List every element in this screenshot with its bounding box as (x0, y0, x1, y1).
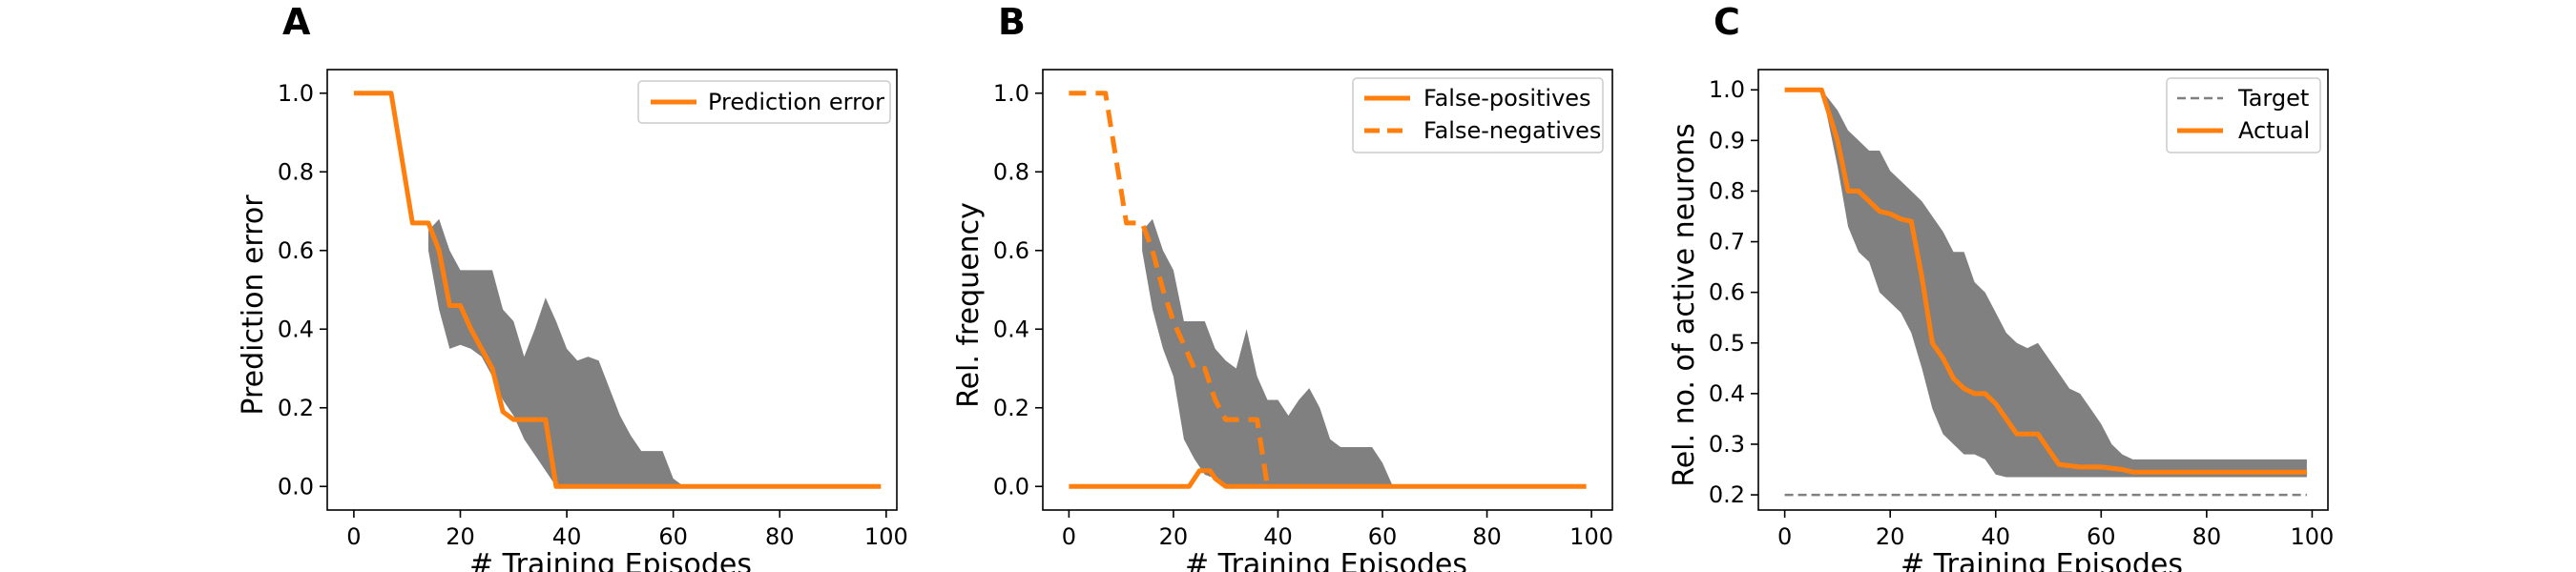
panel-b-legend-label-false-negatives: False-negatives (1423, 117, 1601, 144)
panel-a-ytick-label-0-0: 0.0 (278, 473, 314, 500)
panel-a-xtick-label-40: 40 (552, 523, 582, 550)
panel-b-ytick-label-0-6: 0.6 (993, 237, 1029, 264)
panel-a-ytick-label-1-0: 1.0 (278, 80, 314, 107)
panel-c-plot-area (1784, 87, 2307, 497)
panel-c-xtick-label-40: 40 (1981, 523, 2010, 550)
panel-b-ytick-label-0-0: 0.0 (993, 473, 1029, 500)
panel-b-xtick-label-40: 40 (1263, 523, 1293, 550)
panel-b-xtick-label-0: 0 (1062, 523, 1076, 550)
panel-c-ytick-label-0-6: 0.6 (1709, 279, 1745, 306)
panel-b-xtick-label-20: 20 (1159, 523, 1189, 550)
panel-b-plot-area (1069, 91, 1587, 489)
panel-b-xtick-label-100: 100 (1569, 523, 1613, 550)
panel-c: C Rel. no. of active neurons # Training … (1668, 1, 2334, 572)
panel-b-legend: False-positives False-negatives (1352, 77, 1604, 153)
panel-a-series-prediction-error (353, 91, 882, 489)
panel-b-ylabel: Rel. frequency (952, 202, 986, 408)
panel-a-legend: Prediction error (637, 80, 891, 124)
panel-b-frame (1042, 69, 1613, 511)
panel-a: A Prediction error # Training Episodes P… (237, 1, 908, 572)
panel-c-ytick-label-0-9: 0.9 (1709, 127, 1745, 153)
panel-a-ytick-label-0-6: 0.6 (278, 237, 314, 264)
panel-b-letter: B (998, 1, 1026, 43)
panel-b-series-false-positives (1069, 468, 1587, 489)
panel-c-xtick-label-100: 100 (2291, 523, 2335, 550)
panel-a-legend-label-prediction-error: Prediction error (708, 89, 884, 115)
panel-c-legend: Target Actual (2166, 77, 2321, 153)
panel-c-ytick-label-0-8: 0.8 (1709, 177, 1745, 204)
panel-b-xtick-label-80: 80 (1472, 523, 1502, 550)
panel-a-letter: A (282, 1, 311, 43)
panel-a-ylabel: Prediction error (237, 194, 270, 416)
panel-a-xtick-label-0: 0 (346, 523, 361, 550)
panel-b-legend-label-false-positives: False-positives (1423, 85, 1591, 112)
panel-c-legend-label-target: Target (2237, 85, 2309, 112)
panel-b-ytick-label-1-0: 1.0 (993, 80, 1029, 107)
panel-c-ytick-label-1-0: 1.0 (1709, 76, 1745, 103)
panel-a-variability-band (428, 218, 695, 487)
panel-a-xtick-label-60: 60 (658, 523, 688, 550)
panel-c-series-actual (1784, 87, 2307, 475)
panel-a-plot-area (353, 91, 882, 489)
panel-a-xtick-label-100: 100 (864, 523, 908, 550)
panel-b-ytick-label-0-8: 0.8 (993, 158, 1029, 185)
panel-b-variability-band (1142, 218, 1403, 487)
panel-c-frame (1757, 69, 2329, 511)
panel-c-legend-label-actual: Actual (2238, 117, 2310, 144)
panel-c-ylabel: Rel. no. of active neurons (1668, 123, 1701, 487)
panel-c-ytick-label-0-2: 0.2 (1709, 481, 1745, 508)
panel-b-legend-box (1352, 77, 1604, 153)
panel-c-xlabel: # Training Episodes (1901, 548, 2183, 572)
panel-c-ytick-label-0-5: 0.5 (1709, 330, 1745, 357)
panel-b-ytick-label-0-2: 0.2 (993, 395, 1029, 421)
panel-c-ytick-label-0-3: 0.3 (1709, 431, 1745, 458)
panel-c-letter: C (1714, 1, 1740, 43)
panel-c-ytick-label-0-4: 0.4 (1709, 380, 1745, 407)
panel-a-xtick-label-20: 20 (446, 523, 475, 550)
panel-a-ytick-label-0-2: 0.2 (278, 395, 314, 421)
panel-c-xtick-label-60: 60 (2087, 523, 2116, 550)
panel-a-ytick-label-0-4: 0.4 (278, 316, 314, 342)
panel-c-variability-band (1821, 90, 2307, 478)
panel-a-xtick-label-80: 80 (765, 523, 795, 550)
panel-b: B Rel. frequency # Training Episodes Fal… (952, 1, 1613, 572)
panel-a-frame (326, 69, 898, 511)
panel-a-ytick-label-0-8: 0.8 (278, 158, 314, 185)
panel-b-series-false-negatives (1069, 91, 1270, 487)
panel-a-xlabel: # Training Episodes (469, 548, 752, 572)
panel-b-xtick-label-60: 60 (1368, 523, 1398, 550)
panel-c-legend-box (2166, 77, 2321, 153)
panel-c-ytick-label-0-7: 0.7 (1709, 229, 1745, 255)
panel-b-ytick-label-0-4: 0.4 (993, 316, 1029, 342)
panel-b-xlabel: # Training Episodes (1185, 548, 1467, 572)
panel-c-xtick-label-0: 0 (1777, 523, 1792, 550)
panel-a-legend-box (637, 80, 891, 124)
panel-c-xtick-label-20: 20 (1876, 523, 1905, 550)
panel-c-xtick-label-80: 80 (2192, 523, 2222, 550)
